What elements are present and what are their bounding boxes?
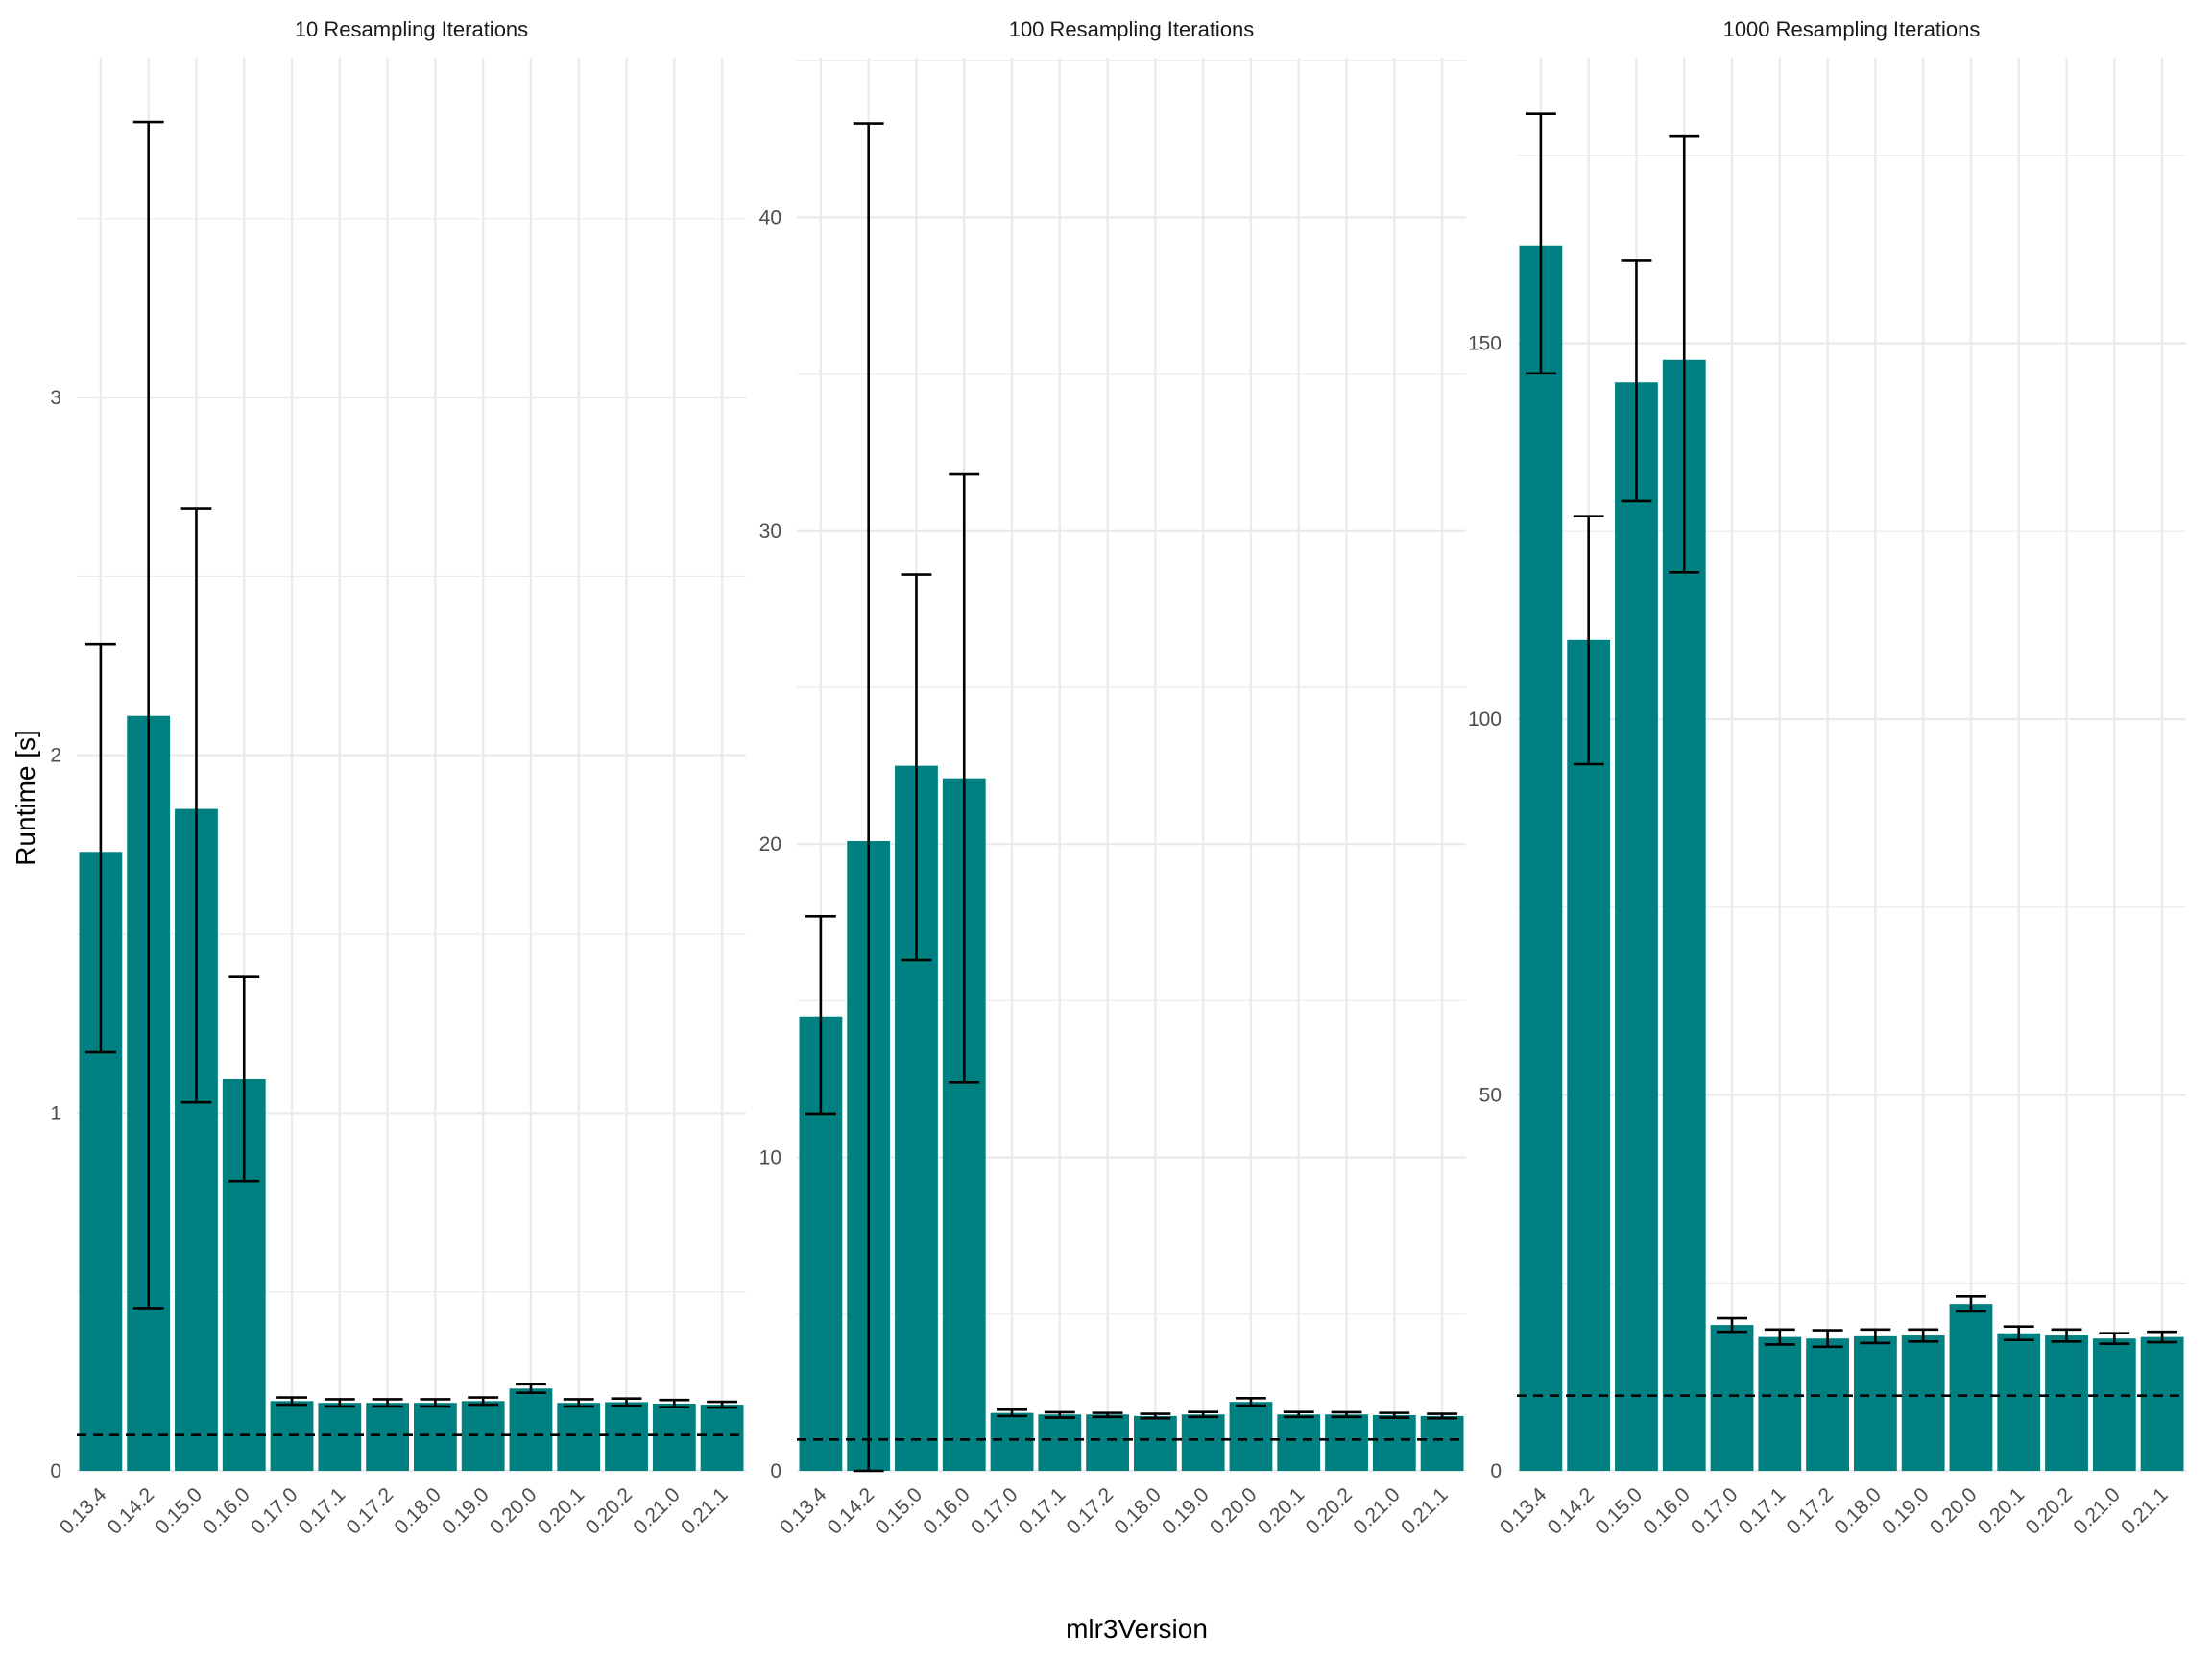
- bar: [413, 1403, 457, 1471]
- error-bar: [2051, 1328, 2082, 1343]
- y-tick-label: 30: [759, 520, 781, 542]
- error-bar: [1764, 1328, 1795, 1346]
- error-bar: [707, 1400, 738, 1409]
- error-bar: [659, 1398, 690, 1408]
- error-bar: [132, 120, 164, 1310]
- error-bar: [468, 1396, 499, 1407]
- bar: [1277, 1414, 1321, 1471]
- y-tick-label: 150: [1468, 333, 1502, 355]
- error-bar: [1812, 1329, 1843, 1349]
- bar: [1567, 639, 1611, 1471]
- error-bar: [180, 507, 212, 1104]
- error-bar: [1956, 1295, 1986, 1313]
- bar: [2140, 1336, 2184, 1471]
- bar: [1519, 245, 1563, 1472]
- y-tick-label: 0: [1490, 1460, 1502, 1482]
- bar: [2045, 1335, 2088, 1471]
- bar: [509, 1388, 553, 1471]
- error-bar: [1669, 134, 1700, 574]
- error-bar: [563, 1398, 594, 1408]
- y-tick-label: 20: [759, 833, 781, 855]
- error-bar: [228, 975, 260, 1183]
- y-tick-label: 40: [759, 206, 781, 228]
- bar: [1038, 1414, 1082, 1471]
- y-axis-title: Runtime [s]: [11, 730, 40, 866]
- error-bar: [1379, 1411, 1410, 1419]
- bar: [1086, 1414, 1130, 1471]
- facet-title: 1000 Resampling Iterations: [1723, 17, 1981, 41]
- bar: [1615, 382, 1658, 1471]
- bar: [2092, 1338, 2136, 1471]
- error-bar: [1331, 1410, 1362, 1419]
- error-bar: [1188, 1410, 1219, 1419]
- bar: [990, 1412, 1034, 1471]
- error-bar: [2147, 1330, 2178, 1344]
- y-tick-label: 2: [50, 745, 61, 767]
- y-tick-label: 50: [1479, 1085, 1502, 1107]
- error-bar: [276, 1396, 307, 1407]
- bar: [1181, 1414, 1225, 1471]
- error-bar: [1283, 1410, 1314, 1419]
- bar: [318, 1403, 362, 1471]
- y-tick-label: 3: [50, 387, 61, 409]
- bar: [1710, 1325, 1754, 1471]
- bar: [1133, 1415, 1177, 1471]
- facet-title: 100 Resampling Iterations: [1009, 17, 1255, 41]
- error-bar: [324, 1398, 355, 1408]
- error-bar: [997, 1408, 1027, 1418]
- bar: [1806, 1338, 1850, 1471]
- bar: [366, 1403, 410, 1471]
- error-bar: [853, 122, 884, 1473]
- bar: [1853, 1335, 1897, 1471]
- error-bar: [1092, 1411, 1123, 1419]
- bar: [700, 1405, 744, 1471]
- bar: [1420, 1415, 1464, 1471]
- error-bar: [805, 914, 836, 1116]
- bar: [1997, 1333, 2041, 1471]
- bar: [1372, 1414, 1416, 1471]
- bar: [461, 1401, 505, 1471]
- error-bar: [1427, 1412, 1458, 1420]
- y-tick-label: 100: [1468, 709, 1502, 731]
- y-tick-label: 0: [770, 1460, 781, 1482]
- bar: [605, 1402, 648, 1471]
- x-axis-title: mlr3Version: [1066, 1614, 1208, 1644]
- error-bar: [611, 1397, 642, 1407]
- bar: [1901, 1335, 1945, 1471]
- bar: [652, 1403, 696, 1471]
- error-bar: [1908, 1328, 1939, 1343]
- error-bar: [1621, 259, 1652, 503]
- error-bar: [1860, 1328, 1891, 1345]
- y-tick-label: 0: [50, 1460, 61, 1482]
- bar: [1758, 1336, 1802, 1471]
- error-bar: [1525, 112, 1556, 375]
- error-bar: [84, 642, 116, 1054]
- error-bar: [1236, 1396, 1266, 1407]
- error-bar: [949, 472, 980, 1084]
- facet-title: 10 Resampling Iterations: [295, 17, 528, 41]
- error-bar: [420, 1398, 451, 1408]
- error-bar: [516, 1382, 546, 1395]
- error-bar: [2099, 1332, 2130, 1345]
- y-tick-label: 1: [50, 1102, 61, 1124]
- error-bar: [1044, 1410, 1075, 1419]
- error-bar: [1573, 515, 1604, 766]
- error-bar: [372, 1398, 403, 1408]
- error-bar: [2003, 1325, 2034, 1342]
- bar: [1325, 1414, 1368, 1471]
- y-tick-label: 10: [759, 1147, 781, 1169]
- bar: [557, 1403, 601, 1471]
- error-bar: [1717, 1316, 1747, 1334]
- bar: [1229, 1402, 1273, 1471]
- bar: [1949, 1304, 1993, 1471]
- error-bar: [901, 573, 932, 962]
- error-bar: [1140, 1412, 1171, 1420]
